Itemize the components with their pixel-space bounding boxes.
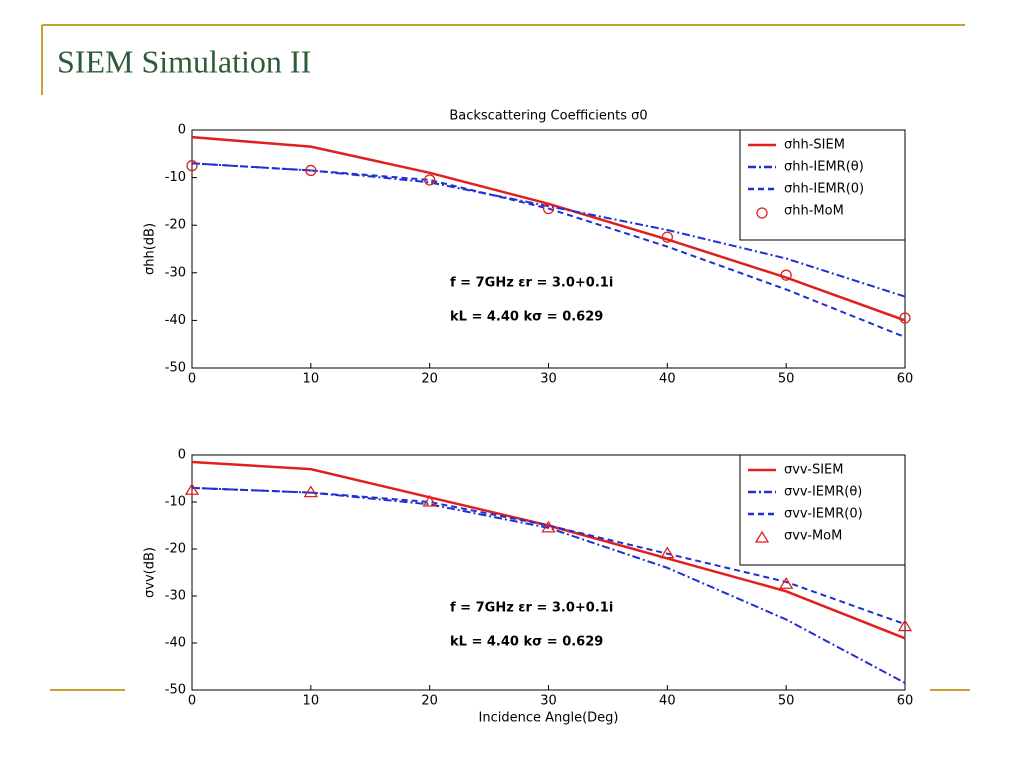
y-tick-label: -10 [165,170,186,185]
annotation: kL = 4.40 kσ = 0.629 [450,635,603,650]
annotation: kL = 4.40 kσ = 0.629 [450,310,603,325]
annotation: f = 7GHz εr = 3.0+0.1i [450,276,613,291]
marker [899,312,911,324]
y-tick-label: -50 [165,683,186,698]
y-tick-label: 0 [178,448,186,463]
y-tick-label: -40 [165,636,186,651]
marker [303,485,318,498]
marker [424,174,436,186]
x-tick-label: 60 [897,694,914,709]
legend-label: σhh-MoM [784,204,844,219]
marker [542,202,555,215]
y-tick-label: -20 [165,218,186,233]
legend-label: σvv-SIEM [784,463,843,478]
legend [739,129,906,241]
series-line [191,162,906,298]
y-tick-label: -20 [165,542,186,557]
marker [660,546,675,559]
x-tick-label: 10 [303,372,320,387]
marker [779,576,794,589]
x-tick-label: 50 [778,372,795,387]
legend-label: σvv-IEMR(θ) [784,485,862,500]
y-tick-label: -40 [165,313,186,328]
x-tick-label: 40 [659,372,676,387]
x-tick-label: 60 [897,372,914,387]
series-line [191,460,906,640]
x-axis-label: Incidence Angle(Deg) [479,711,619,726]
marker [422,494,437,507]
marker [186,160,198,172]
x-tick-label: 50 [778,694,795,709]
y-tick-label: 0 [178,123,186,138]
legend-swatch [754,530,770,543]
marker [305,164,317,177]
y-axis-label: σhh(dB) [143,223,158,275]
marker [661,231,673,243]
x-tick-label: 0 [188,694,196,709]
y-tick-label: -30 [165,265,186,280]
x-tick-label: 30 [540,372,557,387]
y-tick-label: -30 [165,589,186,604]
x-tick-label: 0 [188,372,196,387]
series-line [191,486,906,684]
x-tick-label: 20 [421,694,438,709]
marker [184,482,200,495]
y-axis-label: σvv(dB) [143,547,158,598]
x-tick-label: 20 [421,372,438,387]
series-line [191,162,906,338]
legend-label: σhh-SIEM [784,138,845,153]
legend-label: σvv-IEMR(0) [784,507,863,522]
x-tick-label: 10 [303,694,320,709]
annotation: f = 7GHz εr = 3.0+0.1i [450,601,613,616]
y-tick-label: -10 [165,495,186,510]
legend-label: σhh-IEMR(0) [784,182,864,197]
series-line [191,486,906,626]
x-tick-label: 30 [540,694,557,709]
chart-title: Backscattering Coefficients σ0 [449,109,647,124]
legend-label: σvv-MoM [784,529,842,544]
marker [780,269,792,281]
marker [541,520,556,533]
marker [897,619,913,632]
y-tick-label: -50 [165,361,186,376]
slide-title: SIEM Simulation II [57,43,311,79]
legend [739,454,906,566]
legend-label: σhh-IEMR(θ) [784,160,864,175]
x-tick-label: 40 [659,694,676,709]
legend-swatch [756,207,768,219]
